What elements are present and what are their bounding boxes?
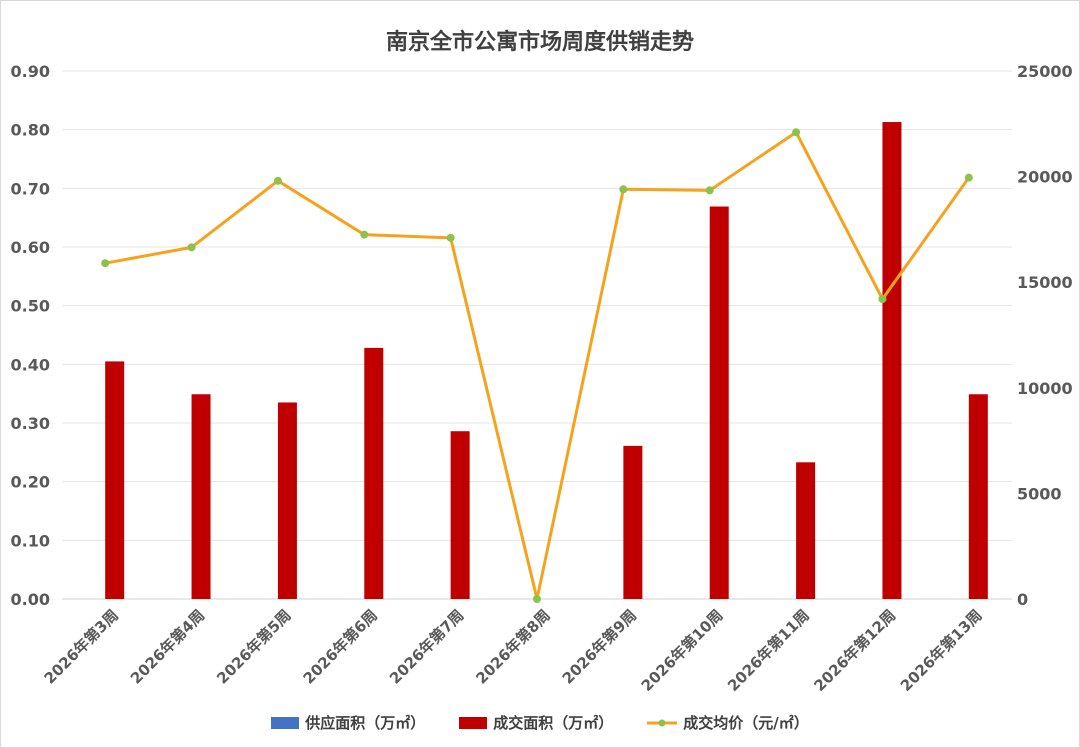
point-avg-price xyxy=(446,233,455,242)
point-avg-price xyxy=(360,230,369,239)
bar-sales-area xyxy=(450,431,470,599)
bar-sales-area xyxy=(623,445,643,599)
point-avg-price xyxy=(878,295,887,304)
point-avg-price xyxy=(792,128,801,137)
bar-sales-area xyxy=(882,122,902,599)
point-avg-price xyxy=(187,243,196,252)
legend-label-supply: 供应面积（万㎡） xyxy=(305,714,426,732)
x-tick-label: 2026年第6周 xyxy=(300,606,381,687)
x-tick-label: 2026年第8周 xyxy=(472,606,553,687)
legend-label-avg-price: 成交均价（元/㎡） xyxy=(683,714,809,732)
point-avg-price xyxy=(533,595,541,603)
line-avg-price xyxy=(104,130,971,601)
chart-legend: 供应面积（万㎡） 成交面积（万㎡） 成交均价（元/㎡） xyxy=(0,712,1080,733)
chart-title: 南京全市公寓市场周度供销走势 xyxy=(385,30,694,55)
x-tick-label: 2026年第11周 xyxy=(724,606,813,695)
y-left-tick-label: 0.90 xyxy=(11,62,50,81)
x-tick-label: 2026年第13周 xyxy=(897,606,986,695)
x-tick-label: 2026年第7周 xyxy=(386,606,467,687)
x-tick-label: 2026年第5周 xyxy=(213,606,294,687)
y-right-tick-label: 15000 xyxy=(1017,273,1073,292)
legend-swatch-sales-area xyxy=(459,716,488,729)
y-right-tick-label: 10000 xyxy=(1017,379,1073,398)
x-tick-label: 2026年第3周 xyxy=(41,606,122,687)
y-left-tick-label: 0.70 xyxy=(11,179,50,198)
y-left-tick-label: 0.50 xyxy=(11,297,50,316)
legend-item-sales-area: 成交面积（万㎡） xyxy=(459,712,613,733)
x-tick-label: 2026年第12周 xyxy=(810,606,899,695)
y-left-tick-label: 0.20 xyxy=(11,473,50,492)
y-right-tick-label: 25000 xyxy=(1017,62,1073,81)
bar-sales-area xyxy=(191,394,211,599)
x-tick-label: 2026年第4周 xyxy=(127,606,208,687)
y-left-tick-label: 0.60 xyxy=(11,238,50,257)
bar-sales-area xyxy=(796,462,816,599)
bar-sales-area xyxy=(277,402,297,599)
bar-sales-area xyxy=(968,394,988,599)
x-tick-label: 2026年第10周 xyxy=(638,606,727,695)
legend-item-avg-price: 成交均价（元/㎡） xyxy=(647,712,809,733)
legend-swatch-avg-price xyxy=(647,719,678,726)
y-left-tick-label: 0.40 xyxy=(11,355,50,374)
bar-sales-area xyxy=(709,206,729,599)
y-left-tick-label: 0.30 xyxy=(11,414,50,433)
y-left-tick-label: 0.80 xyxy=(11,121,50,140)
point-avg-price xyxy=(273,176,282,185)
point-avg-price xyxy=(705,186,714,195)
bar-sales-area xyxy=(364,347,384,599)
x-tick-label: 2026年第9周 xyxy=(559,606,640,687)
legend-item-supply: 供应面积（万㎡） xyxy=(271,712,425,733)
y-left-tick-label: 0.00 xyxy=(11,590,50,609)
y-right-tick-label: 0 xyxy=(1017,590,1028,609)
point-avg-price xyxy=(101,259,110,268)
point-avg-price xyxy=(964,173,973,182)
bar-sales-area xyxy=(105,361,125,599)
y-right-tick-label: 5000 xyxy=(1017,484,1062,503)
legend-swatch-supply xyxy=(271,716,300,729)
y-right-tick-label: 20000 xyxy=(1017,168,1073,187)
y-left-tick-label: 0.10 xyxy=(11,531,50,550)
legend-label-sales-area: 成交面积（万㎡） xyxy=(493,714,614,732)
point-avg-price xyxy=(619,185,628,194)
